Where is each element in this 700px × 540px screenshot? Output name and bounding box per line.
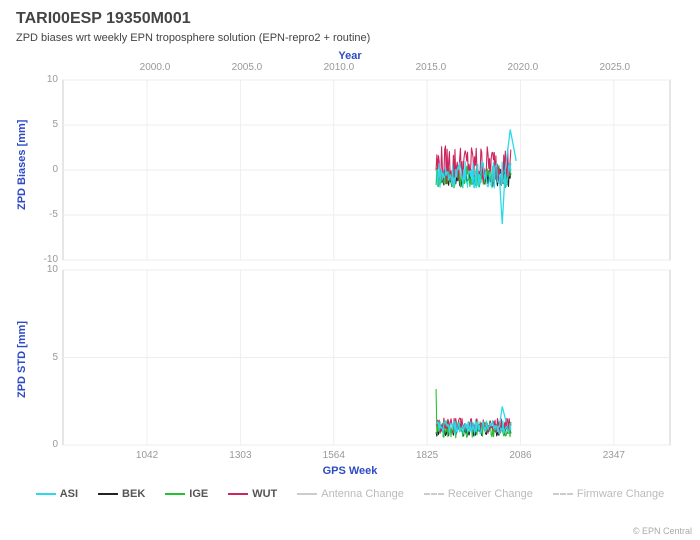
copyright: © EPN Central — [633, 526, 692, 536]
legend-label: Antenna Change — [321, 488, 404, 500]
legend-item: Firmware Change — [553, 488, 664, 500]
legend-label: IGE — [189, 488, 208, 500]
y-tick: -5 — [18, 209, 58, 220]
legend-item: ASI — [36, 488, 78, 500]
top-tick: 2000.0 — [140, 62, 171, 73]
legend-item: WUT — [228, 488, 277, 500]
legend-swatch — [297, 493, 317, 495]
panel-axis-label: ZPD Biases [mm] — [16, 120, 28, 210]
legend-item: IGE — [165, 488, 208, 500]
legend-swatch — [165, 493, 185, 495]
legend-item: Antenna Change — [297, 488, 404, 500]
y-tick: 10 — [18, 74, 58, 85]
top-tick: 2025.0 — [600, 62, 631, 73]
legend-label: BEK — [122, 488, 145, 500]
legend-swatch — [424, 493, 444, 495]
top-tick: 2015.0 — [416, 62, 447, 73]
bottom-tick: 2347 — [603, 450, 625, 461]
legend-label: Receiver Change — [448, 488, 533, 500]
chart-svg — [0, 0, 700, 540]
legend-label: ASI — [60, 488, 78, 500]
legend-label: Firmware Change — [577, 488, 664, 500]
legend-item: Receiver Change — [424, 488, 533, 500]
y-tick: 0 — [18, 439, 58, 450]
bottom-tick: 1042 — [136, 450, 158, 461]
panel-axis-label: ZPD STD [mm] — [16, 321, 28, 398]
legend-item: BEK — [98, 488, 145, 500]
legend: ASI BEK IGE WUT Antenna Change Receiver Chang… — [0, 488, 700, 504]
top-tick: 2010.0 — [324, 62, 355, 73]
bottom-tick: 1564 — [323, 450, 345, 461]
bottom-tick: 2086 — [509, 450, 531, 461]
legend-swatch — [36, 493, 56, 495]
legend-swatch — [98, 493, 118, 495]
legend-swatch — [228, 493, 248, 495]
bottom-tick: 1825 — [416, 450, 438, 461]
legend-label: WUT — [252, 488, 277, 500]
legend-swatch — [553, 493, 573, 495]
top-tick: 2005.0 — [232, 62, 263, 73]
y-tick: 10 — [18, 264, 58, 275]
bottom-tick: 1303 — [229, 450, 251, 461]
top-tick: 2020.0 — [508, 62, 539, 73]
